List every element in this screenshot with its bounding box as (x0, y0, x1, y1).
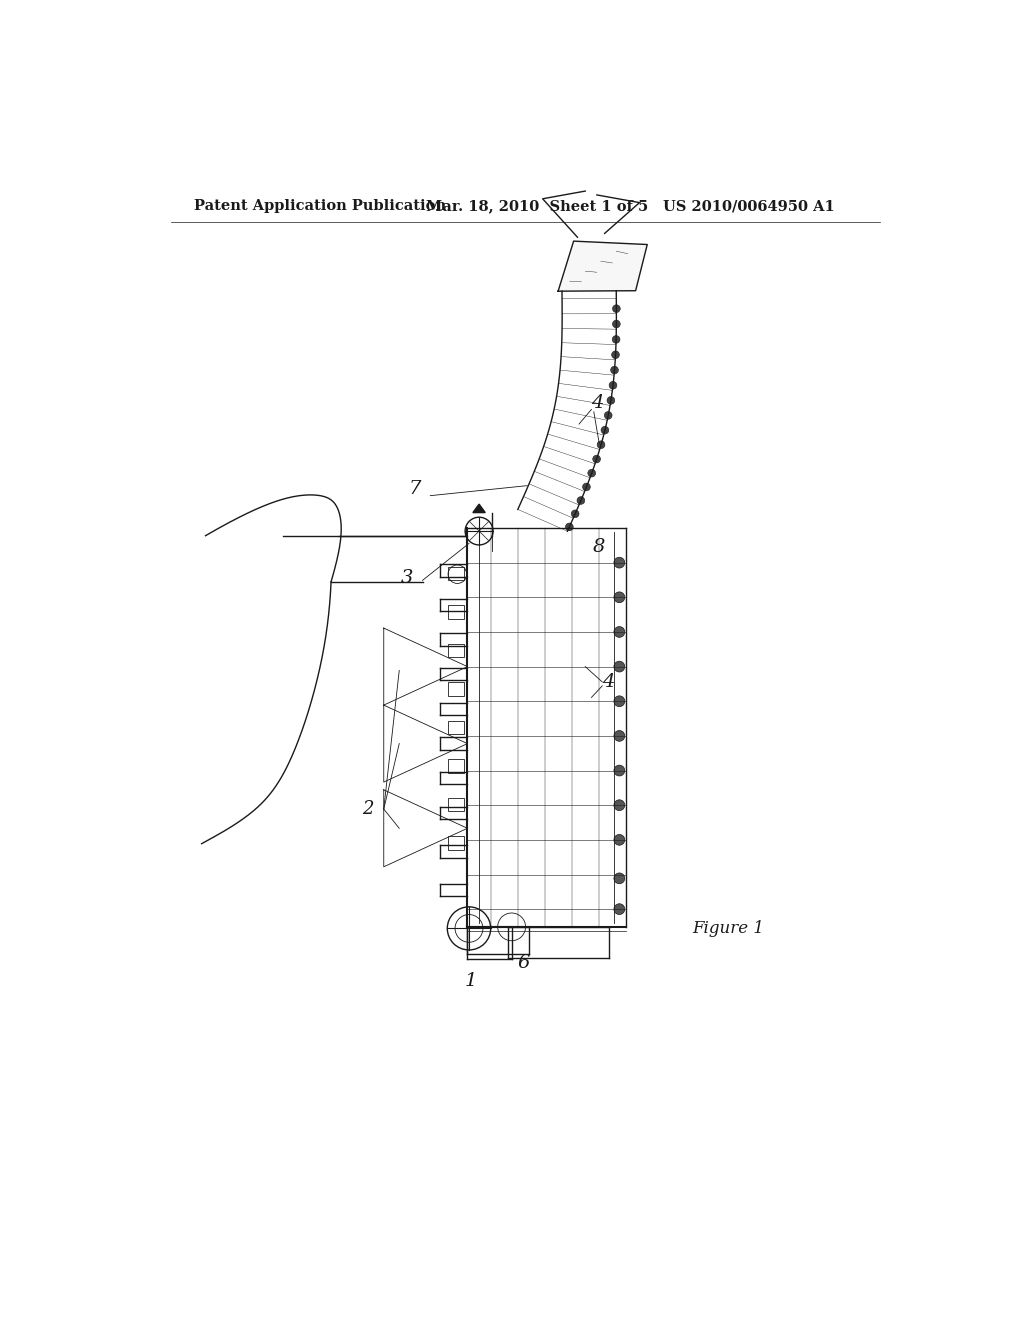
Text: 7: 7 (409, 480, 421, 499)
Text: 6: 6 (517, 954, 529, 972)
Circle shape (614, 904, 625, 915)
Circle shape (612, 321, 621, 327)
Text: Patent Application Publication: Patent Application Publication (194, 199, 445, 213)
Circle shape (597, 441, 605, 449)
Text: 4: 4 (602, 673, 614, 690)
Circle shape (612, 335, 620, 343)
Circle shape (610, 366, 618, 374)
Circle shape (607, 396, 614, 404)
Circle shape (612, 305, 621, 313)
Circle shape (577, 496, 585, 504)
Circle shape (614, 627, 625, 638)
Circle shape (601, 426, 609, 434)
Circle shape (614, 661, 625, 672)
Bar (449, 797, 464, 812)
Circle shape (614, 696, 625, 706)
Text: 4: 4 (591, 395, 603, 412)
Circle shape (614, 766, 625, 776)
Bar (449, 644, 464, 657)
Circle shape (614, 557, 625, 568)
Circle shape (583, 483, 590, 491)
Circle shape (609, 381, 616, 389)
Circle shape (571, 510, 579, 517)
Text: Figure 1: Figure 1 (692, 920, 765, 937)
Bar (449, 682, 464, 696)
Circle shape (604, 412, 612, 420)
Text: 1: 1 (464, 972, 477, 990)
Bar (449, 836, 464, 850)
Bar (449, 759, 464, 774)
Polygon shape (558, 242, 647, 292)
Text: 3: 3 (400, 569, 414, 587)
Circle shape (614, 730, 625, 742)
Circle shape (588, 470, 596, 477)
Bar (449, 566, 464, 581)
Bar (449, 605, 464, 619)
Text: 2: 2 (362, 800, 374, 818)
Circle shape (565, 523, 573, 531)
Circle shape (611, 351, 620, 359)
Bar (449, 721, 464, 734)
Text: 8: 8 (593, 539, 605, 556)
Text: Mar. 18, 2010  Sheet 1 of 5: Mar. 18, 2010 Sheet 1 of 5 (426, 199, 648, 213)
Circle shape (614, 873, 625, 884)
Text: US 2010/0064950 A1: US 2010/0064950 A1 (663, 199, 835, 213)
Circle shape (614, 834, 625, 845)
Circle shape (614, 591, 625, 603)
Circle shape (593, 455, 600, 463)
Polygon shape (473, 504, 485, 512)
Circle shape (614, 800, 625, 810)
